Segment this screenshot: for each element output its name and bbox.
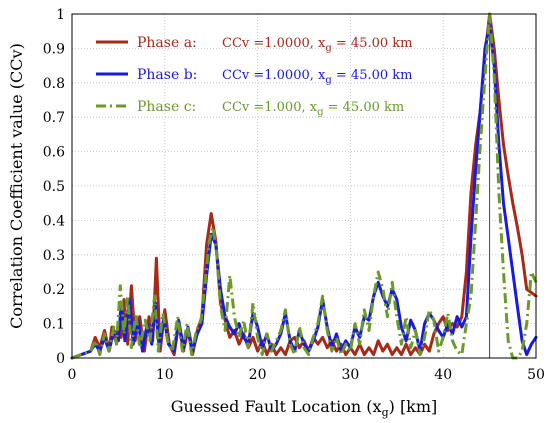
x-tick-label: 30 bbox=[341, 367, 359, 383]
y-axis-title: Correlation Coefficient value (CCv) bbox=[7, 43, 26, 329]
legend-info-3: CCv =1.000, xg = 45.00 km bbox=[222, 100, 404, 118]
y-tick-label: 0.8 bbox=[43, 76, 65, 92]
legend: Phase a: CCv =1.0000, xg = 45.00 km Phase … bbox=[96, 35, 412, 118]
series-line-2 bbox=[70, 22, 538, 360]
y-tick-labels: 0 0.1 0.2 0.3 0.4 0.5 0.6 0.7 0.8 0.9 1 bbox=[43, 7, 65, 367]
y-tick-label: 0.6 bbox=[43, 145, 65, 161]
y-tick-label: 0.3 bbox=[43, 248, 65, 264]
y-tick-label: 0.5 bbox=[43, 179, 65, 195]
legend-label-3: Phase c: bbox=[137, 99, 196, 115]
series-line-1 bbox=[70, 12, 538, 360]
legend-info-2: CCv =1.0000, xg = 45.00 km bbox=[222, 68, 412, 86]
x-tick-label: 20 bbox=[249, 367, 267, 383]
legend-label-2: Phase b: bbox=[137, 67, 197, 83]
x-tick-label: 40 bbox=[434, 367, 452, 383]
legend-info-1: CCv =1.0000, xg = 45.00 km bbox=[222, 36, 412, 54]
x-tick-label: 10 bbox=[156, 367, 174, 383]
y-tick-label: 0.7 bbox=[43, 110, 65, 126]
x-tick-labels: 0 10 20 30 40 50 bbox=[68, 367, 545, 383]
y-tick-label: 0.4 bbox=[43, 213, 65, 229]
y-tick-label: 0.9 bbox=[43, 41, 65, 57]
legend-label-1: Phase a: bbox=[137, 35, 197, 51]
y-tick-label: 0.1 bbox=[43, 317, 65, 333]
series-line-3 bbox=[71, 12, 538, 360]
x-axis-title: Guessed Fault Location (xg) [km] bbox=[171, 397, 438, 419]
plot-frame bbox=[71, 13, 537, 359]
x-tick-label: 0 bbox=[68, 367, 77, 383]
x-tick-label: 50 bbox=[527, 367, 545, 383]
series-layer bbox=[70, 12, 538, 360]
y-tick-label: 0.2 bbox=[43, 282, 65, 298]
y-tick-label: 0 bbox=[56, 351, 65, 367]
y-tick-label: 1 bbox=[56, 7, 65, 23]
